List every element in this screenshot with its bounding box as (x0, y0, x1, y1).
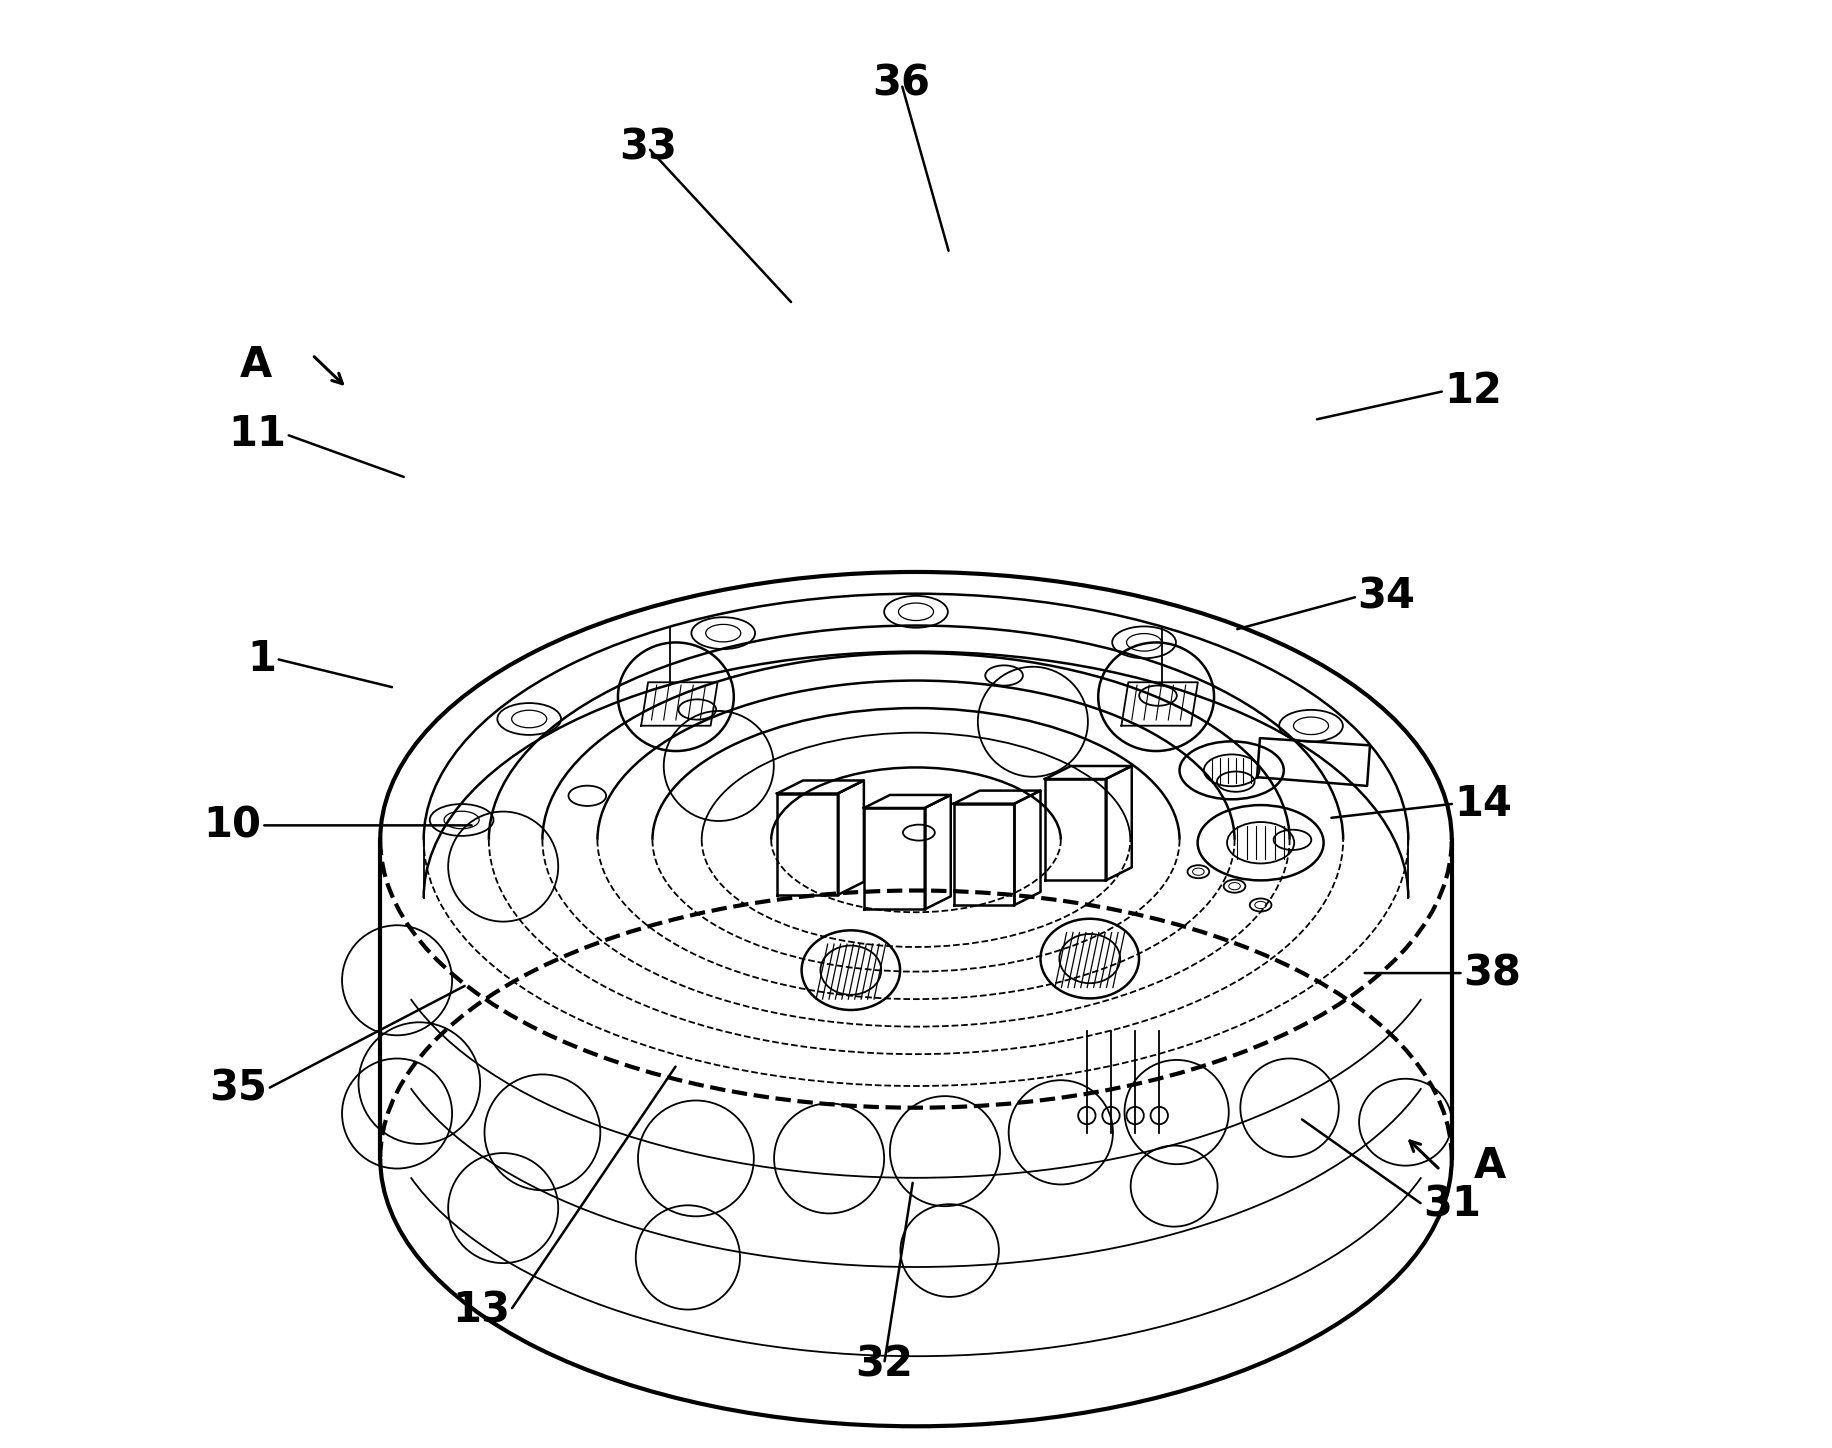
Text: 34: 34 (1358, 575, 1416, 618)
Text: 14: 14 (1455, 782, 1513, 825)
Text: A: A (1473, 1144, 1506, 1187)
Text: 31: 31 (1423, 1183, 1480, 1226)
Text: 10: 10 (203, 804, 262, 847)
Text: 13: 13 (453, 1289, 511, 1332)
Text: A: A (240, 343, 271, 387)
Text: 12: 12 (1444, 369, 1502, 413)
Text: 33: 33 (619, 126, 678, 169)
Text: 38: 38 (1464, 951, 1521, 995)
Text: 36: 36 (872, 62, 931, 106)
Text: 1: 1 (247, 637, 277, 681)
Text: 32: 32 (856, 1342, 912, 1386)
Text: 35: 35 (209, 1067, 267, 1111)
Text: 11: 11 (229, 413, 286, 456)
